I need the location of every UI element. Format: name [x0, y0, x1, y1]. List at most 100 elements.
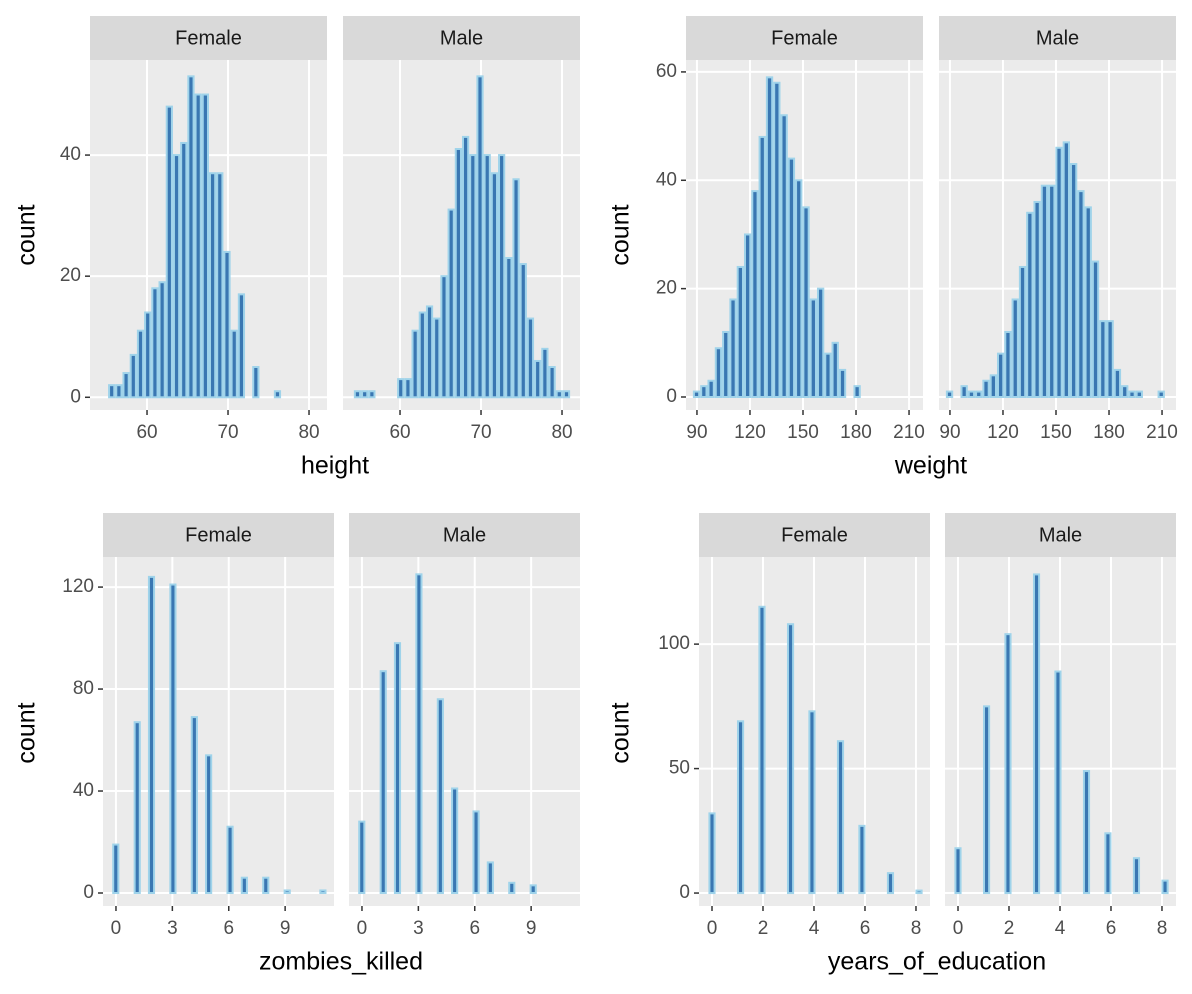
histogram-bar [945, 390, 954, 398]
histogram-bar [230, 329, 238, 399]
y-tick-label: 0 [679, 882, 690, 903]
facet-strip [343, 16, 580, 60]
histogram-bar [1048, 184, 1056, 398]
histogram-bar [353, 390, 362, 399]
histogram-bar [433, 317, 441, 399]
histogram-bar [187, 75, 195, 399]
y-tick-label: 40 [60, 144, 81, 165]
facet-label: Male [443, 524, 486, 546]
histogram-bar [476, 75, 484, 399]
y-axis-title: count [13, 702, 41, 763]
x-tick-label: 180 [840, 422, 872, 443]
y-tick-label: 20 [656, 278, 677, 299]
histogram-bar [982, 379, 990, 398]
x-tick-label: 6 [1106, 918, 1117, 939]
histogram-bar [967, 390, 976, 398]
histogram-bar [1132, 857, 1141, 895]
histogram-bar [853, 385, 861, 398]
x-tick-label: 90 [686, 422, 707, 443]
histogram-bar [780, 114, 788, 398]
facet-strip [699, 513, 930, 557]
histogram-bar [1104, 832, 1112, 895]
x-tick-label: 4 [1055, 918, 1066, 939]
x-tick-label: 60 [389, 422, 410, 443]
histogram-bar [714, 347, 723, 398]
x-tick-label: 4 [809, 918, 820, 939]
histogram-bar [151, 287, 159, 399]
histogram-bar [707, 379, 715, 398]
histogram-bar [975, 390, 983, 398]
histogram-bar [555, 390, 563, 399]
x-axis-title: zombies_killed [259, 948, 423, 976]
histogram-bar [519, 263, 527, 399]
histogram-bar [1040, 184, 1049, 398]
histogram-bar [773, 81, 781, 398]
y-axis-title: count [607, 702, 635, 763]
histogram-bar [802, 206, 810, 398]
histogram-bar [1055, 146, 1063, 398]
histogram-bar [700, 385, 708, 398]
histogram-bar [808, 710, 816, 895]
histogram-bar [451, 787, 459, 894]
histogram-bar [240, 876, 248, 894]
histogram-bar [319, 889, 327, 894]
histogram-bar [436, 698, 444, 894]
histogram-bar [508, 881, 516, 894]
histogram-bar [262, 876, 270, 894]
histogram-bar [425, 305, 434, 399]
histogram-bar [526, 317, 535, 399]
x-tick-label: 180 [1093, 422, 1125, 443]
histogram-bar [824, 352, 832, 398]
histogram-bar [1161, 879, 1169, 895]
histogram-bar [729, 298, 737, 398]
histogram-bar [1026, 211, 1034, 398]
facet-label: Male [440, 27, 483, 49]
x-tick-label: 150 [787, 422, 819, 443]
histogram-bar [172, 154, 181, 399]
histogram-bar [208, 172, 217, 399]
x-tick-label: 210 [1146, 422, 1178, 443]
histogram-bar [358, 820, 366, 894]
panel-background [349, 557, 580, 906]
x-tick-label: 0 [111, 918, 122, 939]
histogram-bar [787, 157, 796, 398]
histogram-bar [108, 384, 116, 399]
histogram-bar [960, 385, 968, 398]
x-axis-title: height [301, 452, 369, 480]
y-tick-label: 0 [83, 882, 94, 903]
x-tick-label: 9 [280, 918, 291, 939]
x-tick-label: 8 [911, 918, 922, 939]
y-tick-label: 0 [70, 386, 81, 407]
histogram-bar [996, 352, 1005, 398]
histogram-bar [512, 178, 520, 399]
x-tick-label: 150 [1040, 422, 1072, 443]
histogram-bar [418, 311, 426, 399]
histogram-bar [1032, 573, 1041, 895]
histogram-bar [226, 825, 234, 894]
histogram-bar [1004, 633, 1012, 895]
histogram-bar [534, 359, 542, 399]
histogram-bar [237, 293, 246, 399]
x-axis-title: years_of_education [828, 948, 1046, 976]
facet-strip [349, 513, 580, 557]
histogram-bar [505, 257, 513, 399]
y-tick-label: 50 [669, 758, 690, 779]
histogram-bar [415, 573, 423, 894]
y-axis-title: count [607, 204, 635, 265]
histogram-bar [708, 812, 716, 895]
facet-strip [90, 16, 327, 60]
histogram-bar [743, 233, 752, 398]
histogram-bar [133, 721, 141, 894]
histogram-bar [989, 374, 997, 398]
x-tick-label: 6 [223, 918, 234, 939]
histogram-bar [194, 93, 202, 399]
histogram-bar [1069, 163, 1078, 398]
histogram-bar [112, 843, 120, 894]
x-axis-title: weight [894, 452, 967, 480]
histogram-bar [447, 208, 455, 399]
x-tick-label: 2 [758, 918, 769, 939]
y-tick-label: 40 [73, 780, 94, 801]
x-tick-label: 70 [217, 422, 238, 443]
histogram-bar [223, 250, 231, 399]
